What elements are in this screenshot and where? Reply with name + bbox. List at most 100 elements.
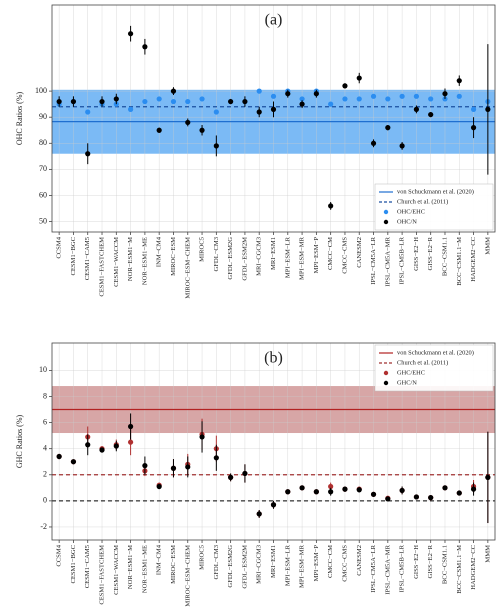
data-point: [199, 434, 205, 440]
data-point: [485, 474, 491, 480]
y-tick-label: 100: [35, 86, 47, 95]
x-tick-label: BCC−CSM1.1−M: [456, 237, 463, 286]
x-tick-label: CESM1−FASTCHEM: [99, 237, 106, 297]
data-point: [470, 125, 477, 131]
data-point: [156, 127, 162, 133]
data-point: [342, 486, 348, 492]
data-point: [242, 470, 248, 477]
y-tick-label: 0: [43, 496, 47, 505]
data-point: [328, 489, 334, 495]
data-point: [228, 474, 234, 480]
x-tick-label: CCSM4: [56, 544, 63, 566]
data-point: [113, 443, 119, 449]
x-tick-label: CESM1−BGC: [70, 236, 77, 275]
data-point: [185, 464, 191, 470]
data-point: [413, 93, 420, 99]
data-point: [356, 487, 362, 493]
data-point: [156, 96, 162, 102]
data-point: [213, 109, 219, 115]
data-point: [99, 98, 105, 105]
y-axis-label: GHC Ratios (%): [15, 415, 24, 469]
x-tick-label: CANESM2: [356, 545, 363, 576]
y-tick-label: -2: [40, 522, 47, 531]
data-point: [456, 490, 462, 496]
x-tick-label: GISS−E2−H: [413, 237, 420, 271]
legend-swatch: [383, 219, 389, 225]
data-point: [413, 494, 420, 500]
data-point: [56, 98, 62, 105]
data-point: [70, 459, 77, 465]
data-point: [99, 447, 105, 453]
data-point: [299, 485, 305, 491]
x-tick-label: CMCC−CMS: [341, 545, 348, 582]
data-point: [370, 491, 377, 497]
data-point: [342, 96, 348, 102]
panel: -2 0 2 4 6 8 10 CCSM4 CESM1−BGC CESM1−CAM5 CESM1−F…: [15, 342, 496, 607]
legend-swatch: [383, 209, 389, 215]
legend-box: [374, 344, 494, 392]
legend-swatch: [383, 380, 389, 386]
legend-label: GHC/N: [397, 379, 417, 386]
data-point: [127, 439, 134, 445]
data-point: [170, 465, 177, 471]
data-point: [428, 494, 434, 501]
x-tick-label: GFDL−ESM2M: [241, 237, 248, 281]
x-tick-label: GFDL−CM3: [213, 544, 220, 579]
data-point: [328, 101, 334, 107]
x-tick-label: INM−CM4: [156, 236, 163, 267]
data-point: [270, 502, 277, 508]
data-point: [313, 91, 319, 97]
y-axis-label: OHC Ratios (%): [15, 92, 24, 146]
data-point: [213, 455, 219, 461]
x-tick-label: MIROC−ESM: [170, 237, 177, 276]
x-tick-label: NOR−ESM1−M: [127, 545, 134, 589]
x-tick-label: MRI−ESM1: [270, 237, 277, 270]
data-point: [470, 106, 477, 112]
data-point: [385, 496, 391, 502]
data-point: [85, 109, 91, 115]
x-tick-label: INM−CM4: [156, 544, 163, 575]
legend-swatch: [383, 370, 389, 376]
data-point: [56, 453, 62, 460]
legend-label: von Schuckmann et al. (2020): [397, 188, 474, 195]
legend-label: von Schuckmann et al. (2020): [397, 349, 474, 356]
x-tick-label: MIROC−ESM−CHEM: [184, 237, 191, 299]
data-point: [70, 98, 77, 105]
x-tick-label: CESM1−WACCM: [113, 237, 120, 287]
x-tick-label: CANESM2: [356, 237, 363, 268]
data-point: [356, 96, 362, 102]
x-tick-label: GFDL−ESM2M: [241, 545, 248, 589]
x-tick-label: MPI−ESM−LR: [284, 544, 291, 586]
data-point: [113, 96, 119, 102]
data-point: [385, 125, 391, 131]
data-point: [299, 96, 305, 102]
data-point: [142, 98, 148, 105]
x-tick-label: GISS−E2−R: [427, 236, 434, 270]
x-tick-label: BCC−CSM1.1−M: [456, 545, 463, 594]
data-point: [142, 44, 148, 50]
data-point: [399, 487, 405, 494]
x-tick-label: CMCC−CM: [327, 237, 334, 270]
data-point: [242, 98, 248, 105]
data-point: [270, 106, 277, 112]
legend-label: OHC/N: [397, 218, 417, 225]
x-tick-label: BCC−CSM1.1: [441, 545, 448, 584]
x-tick-label: HADGEM2−CC: [470, 236, 477, 281]
data-point: [342, 83, 348, 89]
y-tick-label: 60: [39, 190, 47, 199]
y-tick-label: 10: [39, 365, 47, 374]
legend-label: OHC/EHC: [397, 208, 425, 215]
legend-label: GHC/EHC: [397, 369, 425, 376]
x-tick-label: IPSL−CM5A−MR: [384, 236, 391, 286]
y-tick-label: 2: [43, 470, 47, 479]
data-point: [313, 489, 319, 495]
x-tick-label: CMCC−CMS: [341, 237, 348, 274]
x-tick-label: CESM1−CAM5: [84, 544, 91, 588]
data-point: [356, 75, 362, 81]
data-point: [127, 423, 134, 430]
data-point: [285, 489, 291, 495]
x-tick-label: CESM1−BGC: [70, 544, 77, 583]
x-tick-label: CMCC−CM: [327, 545, 334, 578]
data-point: [370, 140, 377, 146]
